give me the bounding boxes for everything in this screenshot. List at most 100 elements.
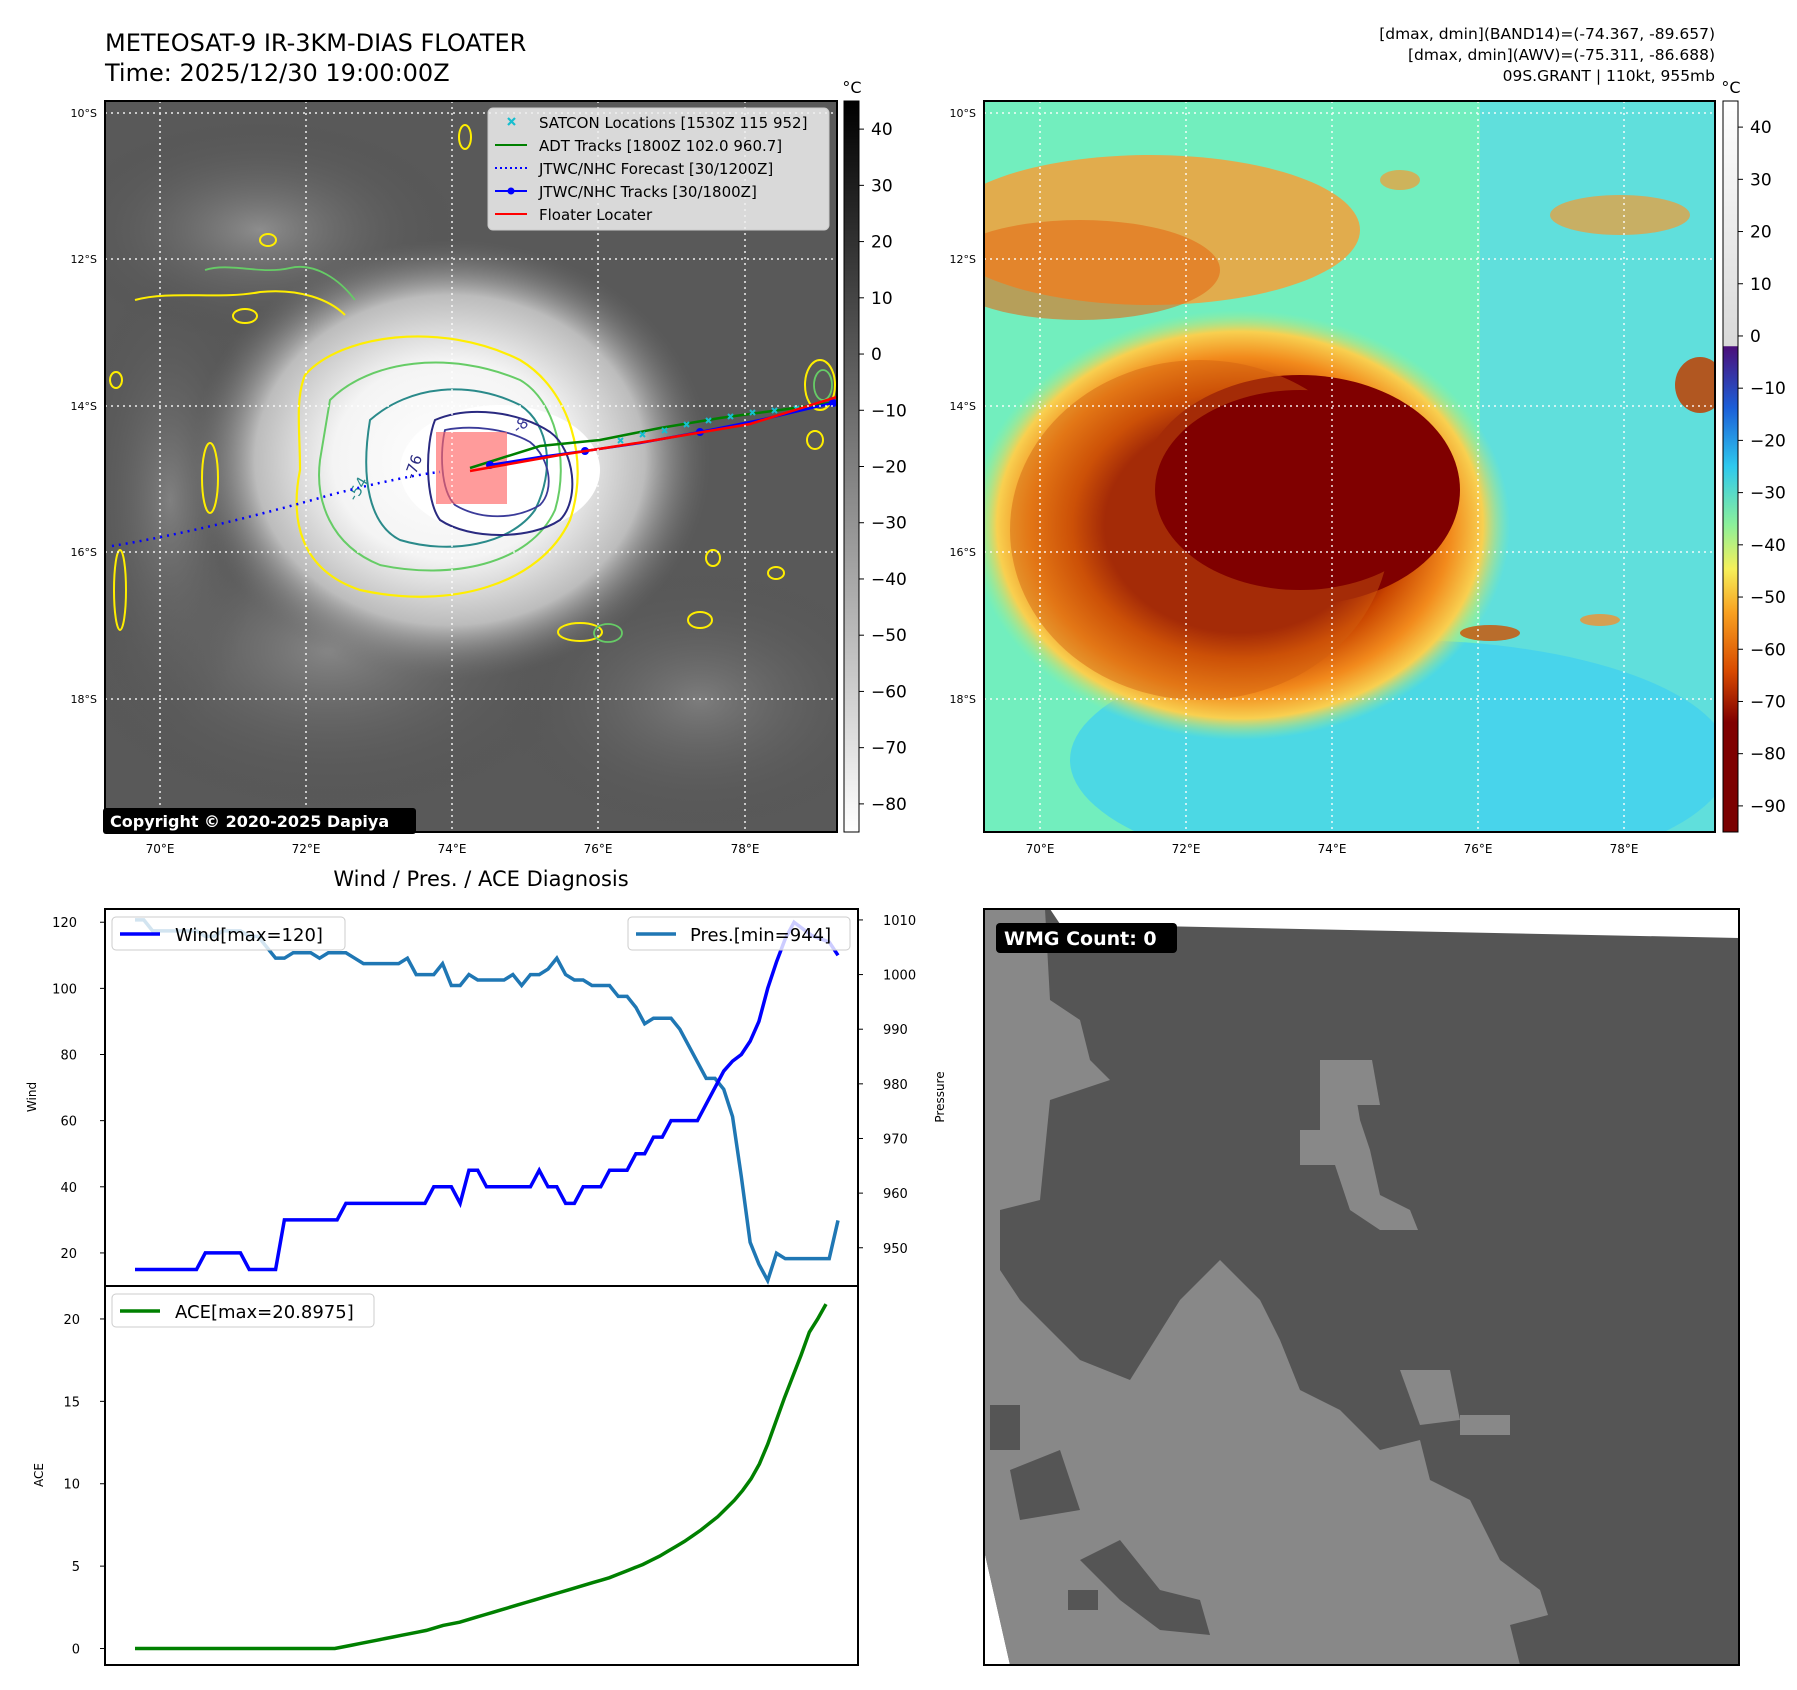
color-lat-labels: 10°S 12°S 14°S 16°S 18°S <box>950 107 976 706</box>
colorbar-tick-label: −90 <box>1750 797 1786 817</box>
pressure-axis-label: Pressure <box>933 1071 947 1122</box>
legend-label: ADT Tracks [1800Z 102.0 960.7] <box>539 137 782 155</box>
colorbar-tick-label: −10 <box>871 401 907 421</box>
lon-label: 76°E <box>1464 842 1493 856</box>
colorbar-tick-label: 30 <box>871 176 893 196</box>
wind-tick-label: 120 <box>52 916 77 931</box>
lon-label: 74°E <box>438 842 467 856</box>
lat-label: 10°S <box>950 107 976 120</box>
colorbar-tick-label: −70 <box>871 739 907 759</box>
colorbar-tick-label: 0 <box>1750 327 1761 347</box>
lat-label: 12°S <box>950 253 976 266</box>
lat-label: 16°S <box>71 546 97 559</box>
colorbar-tick-label: −10 <box>1750 379 1786 399</box>
ir-legend: SATCON Locations [1530Z 115 952] ADT Tra… <box>487 107 830 231</box>
colorbar-tick-label: −50 <box>871 626 907 646</box>
lat-label: 14°S <box>950 400 976 413</box>
lon-label: 72°E <box>1172 842 1201 856</box>
ace-line <box>135 1303 828 1651</box>
legend-jtwc-icon <box>495 187 527 195</box>
info-awv: [dmax, dmin](AWV)=(-75.311, -86.688) <box>1408 46 1715 64</box>
ir-map-panel: -76 -54 -8 <box>71 100 838 856</box>
lat-label: 14°S <box>71 400 97 413</box>
lon-label: 74°E <box>1318 842 1347 856</box>
wind-tick-label: 40 <box>60 1181 77 1196</box>
colorbar-tick-label: −30 <box>871 514 907 534</box>
color-gridlines <box>984 101 1715 832</box>
legend-satcon-icon <box>507 117 516 126</box>
lon-label: 70°E <box>146 842 175 856</box>
pressure-tick-label: 990 <box>883 1023 908 1038</box>
colorbar-tick-label: −60 <box>1750 640 1786 660</box>
ace-tick-label: 0 <box>72 1643 80 1658</box>
colorbar-tick-label: −60 <box>871 682 907 702</box>
ace-legend-label: ACE[max=20.8975] <box>175 1302 354 1323</box>
colorbar-tick-label: 40 <box>1750 118 1772 138</box>
lat-label: 18°S <box>71 693 97 706</box>
wind-line <box>135 919 840 1272</box>
figure-time: Time: 2025/12/30 19:00:00Z <box>104 59 450 87</box>
legend-label: JTWC/NHC Tracks [30/1800Z] <box>538 183 757 201</box>
lat-label: 16°S <box>950 546 976 559</box>
colorbar-tick-label: −80 <box>1750 745 1786 765</box>
colorbar-tick-label: −50 <box>1750 588 1786 608</box>
ir-lat-labels: 10°S 12°S 14°S 16°S 18°S <box>71 107 97 706</box>
info-storm: 09S.GRANT | 110kt, 955mb <box>1503 67 1715 85</box>
colorbar-tick-label: −20 <box>871 458 907 478</box>
wind-legend: Wind[max=120] <box>111 916 346 951</box>
lon-label: 78°E <box>731 842 760 856</box>
ace-axis-label: ACE <box>32 1463 46 1487</box>
colorbar-tick-label: 10 <box>871 289 893 309</box>
ir-lon-labels: 70°E 72°E 74°E 76°E 78°E <box>146 842 760 856</box>
legend-label: Floater Locater <box>539 206 653 224</box>
wind-axis-label: Wind <box>25 1082 39 1112</box>
ace-legend: ACE[max=20.8975] <box>111 1293 375 1328</box>
copyright: Copyright © 2020-2025 Dapiya <box>110 812 389 831</box>
ace-tick-label: 15 <box>63 1395 80 1410</box>
color-colorbar: °C 40 30 20 10 0 −10 −20 −30 −40 −50 −60 −70 −80 −90 <box>1721 78 1786 833</box>
legend-label: SATCON Locations [1530Z 115 952] <box>539 114 807 132</box>
gray-colorbar: °C 40 30 20 10 0 −10 −20 −30 −40 −50 −60 −70 −80 <box>842 78 907 833</box>
wmg-count-box <box>996 923 1177 953</box>
colorbar-tick-label: −40 <box>1750 536 1786 556</box>
wind-pressure-chart: 20 40 60 80 100 120 950 960 970 980 990 1000 1010 W… <box>25 908 947 1287</box>
diagnosis-title: Wind / Pres. / ACE Diagnosis <box>333 867 628 891</box>
adt-track <box>469 400 837 470</box>
colorbar-tick-label: 20 <box>1750 223 1772 243</box>
wmg-imagery <box>984 909 1739 1665</box>
color-lon-labels: 70°E 72°E 74°E 76°E 78°E <box>1026 842 1639 856</box>
lon-label: 72°E <box>292 842 321 856</box>
info-band14: [dmax, dmin](BAND14)=(-74.367, -89.657) <box>1379 25 1715 43</box>
colorbar-tick-label: −40 <box>871 570 907 590</box>
lat-label: 18°S <box>950 693 976 706</box>
color-ir-panel: 10°S 12°S 14°S 16°S 18°S 70°E 72°E 74°E … <box>950 100 1716 856</box>
pressure-tick-label: 1000 <box>883 969 916 984</box>
colorbar-tick-label: −30 <box>1750 484 1786 504</box>
pressure-tick-label: 950 <box>883 1242 908 1257</box>
floater-locater-line <box>469 395 837 473</box>
pressure-tick-label: 970 <box>883 1132 908 1147</box>
figure-title: METEOSAT-9 IR-3KM-DIAS FLOATER <box>105 29 526 57</box>
wind-tick-label: 80 <box>60 1049 77 1064</box>
pressure-tick-label: 1010 <box>883 914 916 929</box>
wind-tick-label: 60 <box>60 1115 77 1130</box>
ace-tick-label: 5 <box>72 1560 80 1575</box>
legend-label: JTWC/NHC Forecast [30/1200Z] <box>538 160 773 178</box>
colorbar-tick-label: 10 <box>1750 275 1772 295</box>
colorbar-unit: °C <box>842 78 861 97</box>
pressure-legend-label: Pres.[min=944] <box>690 925 831 946</box>
lon-label: 76°E <box>584 842 613 856</box>
colorbar-tick-label: −20 <box>1750 431 1786 451</box>
wind-tick-label: 20 <box>60 1247 77 1262</box>
pressure-tick-label: 960 <box>883 1187 908 1202</box>
ace-tick-label: 20 <box>63 1313 80 1328</box>
wind-tick-label: 100 <box>52 982 77 997</box>
wind-legend-label: Wind[max=120] <box>175 925 323 946</box>
colorbar-tick-label: 40 <box>871 120 893 140</box>
lon-label: 78°E <box>1610 842 1639 856</box>
colorbar-tick-label: −70 <box>1750 692 1786 712</box>
forecast-track <box>111 470 441 548</box>
color-imagery <box>984 101 1715 832</box>
colorbar-tick-label: −80 <box>871 795 907 815</box>
